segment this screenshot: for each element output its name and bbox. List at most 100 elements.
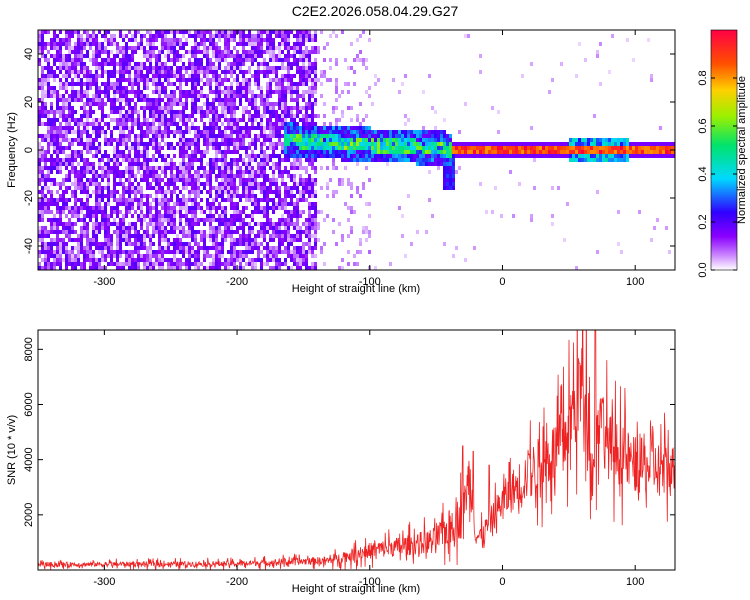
spectrogram-cell [314, 134, 317, 138]
spectrogram-cell [173, 214, 176, 218]
spectrogram-cell [353, 130, 356, 134]
spectrogram-cell [560, 146, 563, 150]
spectrogram-cell [350, 42, 353, 46]
spectrogram-cell [215, 114, 218, 118]
spectrogram-cell [197, 166, 200, 170]
spectrogram-cell [266, 42, 269, 46]
spectrogram-cell [311, 246, 314, 250]
spectrogram-cell [215, 50, 218, 54]
spectrogram-cell [158, 186, 161, 190]
spectrogram-cell [272, 126, 275, 130]
spectrogram-cell [260, 266, 263, 270]
spectrogram-cell [77, 198, 80, 202]
spectrogram-cell [191, 46, 194, 50]
spectrogram-cell [149, 62, 152, 66]
spectrogram-cell [164, 70, 167, 74]
spectrogram-cell [317, 210, 320, 214]
spectrogram-cell [65, 174, 68, 178]
spectrogram-cell [68, 94, 71, 98]
spectrogram-cell [269, 110, 272, 114]
spectrogram-cell [173, 50, 176, 54]
spectrogram-cell [158, 134, 161, 138]
spectrogram-cell [137, 242, 140, 246]
spectrogram-cell [332, 110, 335, 114]
spectrogram-cell [290, 162, 293, 166]
spectrogram-cell [47, 78, 50, 82]
spectrogram-cell [59, 262, 62, 266]
spectrogram-cell [404, 142, 407, 146]
spectrogram-cell [179, 262, 182, 266]
spectrogram-cell [335, 78, 338, 82]
spectrogram-cell [239, 62, 242, 66]
spectrogram-cell [176, 142, 179, 146]
spectrogram-cell [413, 134, 416, 138]
spectrogram-cell [113, 210, 116, 214]
spectrogram-cell [233, 178, 236, 182]
spectrogram-cell [68, 162, 71, 166]
spectrogram-cell [287, 250, 290, 254]
spectrogram-cell [212, 258, 215, 262]
spectrogram-cell [56, 226, 59, 230]
spectrogram-cell [305, 146, 308, 150]
spectrogram-cell [134, 106, 137, 110]
spectrogram-cell [368, 178, 371, 182]
spectrogram-cell [314, 238, 317, 242]
spectrogram-cell [239, 170, 242, 174]
spectrogram-cell [545, 142, 548, 146]
spectrogram-cell [278, 54, 281, 58]
spectrogram-cell [164, 158, 167, 162]
spectrogram-cell [38, 238, 41, 242]
spectrogram-cell [158, 34, 161, 38]
spectrogram-cell [287, 130, 290, 134]
spectrogram-cell [206, 130, 209, 134]
spectrogram-cell [173, 238, 176, 242]
spectrogram-cell [77, 30, 80, 34]
spectrogram-cell [98, 158, 101, 162]
spectrogram-cell [131, 126, 134, 130]
spectrogram-cell [131, 206, 134, 210]
spectrogram-cell [350, 186, 353, 190]
spectrogram-cell [50, 254, 53, 258]
spectrogram-cell [104, 258, 107, 262]
spectrogram-cell [38, 178, 41, 182]
spectrogram-cell [362, 226, 365, 230]
spectrogram-cell [524, 142, 527, 146]
spectrogram-cell [110, 190, 113, 194]
spectrogram-cell [257, 242, 260, 246]
spectrogram-cell [527, 142, 530, 146]
spectrogram-cell [404, 134, 407, 138]
spectrogram-cell [98, 242, 101, 246]
spectrogram-cell [116, 82, 119, 86]
spectrogram-cell [455, 150, 458, 154]
spectrogram-cell [254, 194, 257, 198]
spectrogram-cell [98, 174, 101, 178]
spectrogram-cell [458, 166, 461, 170]
spectrogram-cell [101, 242, 104, 246]
spectrogram-cell [275, 110, 278, 114]
spectrogram-cell [263, 142, 266, 146]
spectrogram-cell [68, 110, 71, 114]
spectrogram-cell [80, 186, 83, 190]
spectrogram-cell [164, 190, 167, 194]
spectrogram-cell [194, 254, 197, 258]
spectrogram-cell [194, 186, 197, 190]
spectrogram-cell [290, 218, 293, 222]
spectrogram-cell [218, 230, 221, 234]
spectrogram-cell [89, 46, 92, 50]
spectrogram-cell [152, 226, 155, 230]
spectrogram-cell [62, 66, 65, 70]
spectrogram-cell [344, 158, 347, 162]
spectrogram-cell [167, 202, 170, 206]
spectrogram-cell [227, 66, 230, 70]
spectrogram-cell [296, 34, 299, 38]
spectrogram-cell [203, 138, 206, 142]
spectrogram-cell [74, 122, 77, 126]
spectrogram-cell [140, 174, 143, 178]
spectrogram-cell [248, 174, 251, 178]
spectrogram-cell [215, 66, 218, 70]
spectrogram-cell [221, 50, 224, 54]
spectrogram-cell [269, 114, 272, 118]
spectrogram-cell [380, 154, 383, 158]
spectrogram-cell [227, 94, 230, 98]
spectrogram-cell [494, 146, 497, 150]
